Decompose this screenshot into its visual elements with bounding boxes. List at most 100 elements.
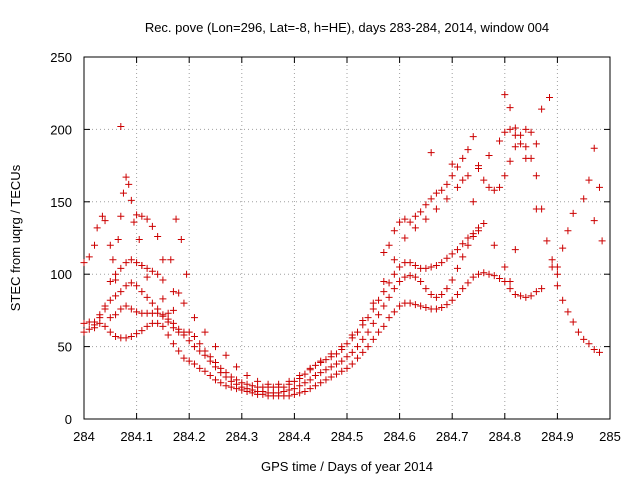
data-point — [354, 354, 362, 362]
data-point — [201, 347, 209, 355]
data-point — [390, 285, 398, 293]
data-point — [406, 272, 414, 280]
data-point — [411, 262, 419, 270]
data-point — [317, 369, 325, 377]
data-point — [343, 364, 351, 372]
data-point — [327, 350, 335, 358]
data-point — [338, 367, 346, 375]
x-tick-label: 284.8 — [489, 429, 522, 444]
data-point — [222, 382, 230, 390]
data-point — [511, 246, 519, 254]
data-point — [532, 205, 540, 213]
data-point — [112, 311, 120, 319]
data-point — [390, 270, 398, 278]
data-point — [91, 241, 99, 249]
data-point — [538, 285, 546, 293]
data-point — [595, 183, 603, 191]
data-point — [496, 137, 504, 145]
data-point — [275, 380, 283, 388]
data-point — [127, 196, 135, 204]
data-point — [480, 269, 488, 277]
data-point — [506, 157, 514, 165]
data-point — [354, 343, 362, 351]
data-point — [527, 128, 535, 136]
data-point — [501, 172, 509, 180]
data-point — [322, 366, 330, 374]
data-point — [522, 154, 530, 162]
data-point — [369, 299, 377, 307]
data-point — [285, 377, 293, 385]
data-point — [448, 160, 456, 168]
data-point — [91, 324, 99, 332]
y-tick-label: 250 — [50, 50, 72, 65]
data-point — [154, 270, 162, 278]
data-point — [127, 279, 135, 287]
data-point — [390, 256, 398, 264]
data-point — [306, 364, 314, 372]
data-point — [422, 215, 430, 223]
data-point — [569, 318, 577, 326]
data-point — [148, 299, 156, 307]
data-point — [396, 302, 404, 310]
data-point — [190, 314, 198, 322]
x-tick-label: 284.5 — [331, 429, 364, 444]
data-point — [496, 183, 504, 191]
data-point — [464, 241, 472, 249]
data-point — [138, 262, 146, 270]
data-point — [227, 373, 235, 381]
data-point — [112, 332, 120, 340]
data-point — [201, 367, 209, 375]
x-tick-label: 284 — [73, 429, 95, 444]
data-point — [595, 348, 603, 356]
data-point — [422, 304, 430, 312]
data-point — [125, 180, 133, 188]
data-point — [590, 144, 598, 152]
data-point — [559, 296, 567, 304]
data-point — [290, 385, 298, 393]
data-point — [390, 227, 398, 235]
data-point — [180, 354, 188, 362]
data-point — [327, 363, 335, 371]
data-point — [522, 125, 530, 133]
data-point — [396, 277, 404, 285]
data-point — [222, 369, 230, 377]
data-point — [598, 237, 606, 245]
data-point — [175, 289, 183, 297]
data-point — [348, 331, 356, 339]
data-point — [432, 305, 440, 313]
data-point — [127, 256, 135, 264]
data-point — [501, 128, 509, 136]
data-point — [432, 293, 440, 301]
data-point — [196, 340, 204, 348]
data-point — [311, 382, 319, 390]
data-point — [385, 279, 393, 287]
data-point — [506, 104, 514, 112]
x-axis-label: GPS time / Days of year 2014 — [261, 459, 433, 474]
data-point — [106, 241, 114, 249]
data-point — [148, 267, 156, 275]
y-tick-labels: 0 50 100 150 200 250 — [50, 50, 72, 427]
data-point — [375, 328, 383, 336]
data-point — [96, 314, 104, 322]
data-point — [112, 270, 120, 278]
data-point — [122, 173, 130, 181]
data-point — [138, 212, 146, 220]
data-point — [196, 364, 204, 372]
data-point — [98, 212, 106, 220]
data-point — [317, 357, 325, 365]
data-point — [543, 237, 551, 245]
data-point — [222, 351, 230, 359]
data-point — [485, 151, 493, 159]
data-point — [130, 218, 138, 226]
data-point — [327, 373, 335, 381]
data-point — [117, 212, 125, 220]
data-point — [93, 224, 101, 232]
data-point — [417, 208, 425, 216]
data-point — [380, 288, 388, 296]
data-point — [148, 222, 156, 230]
data-point — [301, 387, 309, 395]
data-point — [119, 189, 127, 197]
data-point — [306, 376, 314, 384]
x-tick-label: 285 — [599, 429, 621, 444]
